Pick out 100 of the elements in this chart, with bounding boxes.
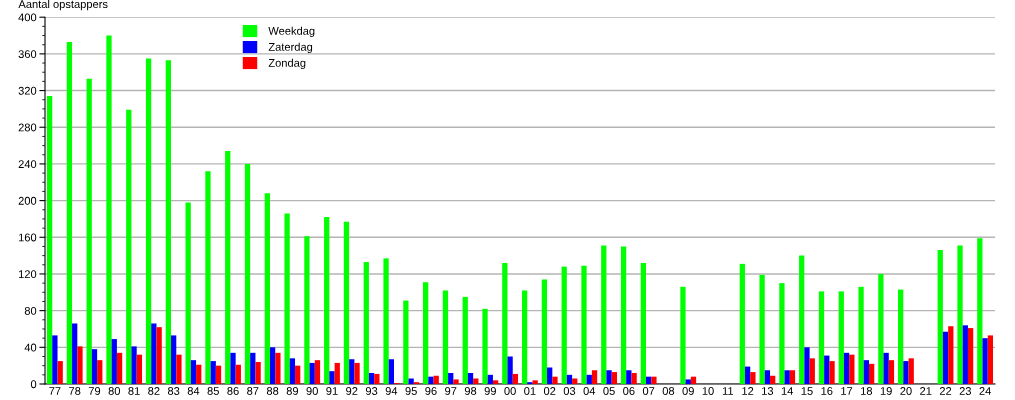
bar (521, 290, 528, 384)
bar (403, 300, 409, 384)
y-axis-title: Aantal opstappers (18, 0, 108, 11)
x-tick-label: 87 (247, 387, 259, 395)
bar (948, 326, 954, 384)
bar (97, 360, 103, 384)
bar (309, 362, 315, 384)
bar (349, 359, 355, 384)
bar (235, 364, 241, 384)
x-tick-label: 78 (69, 387, 81, 395)
bar (829, 361, 835, 384)
bar (809, 358, 815, 384)
bar (295, 365, 301, 384)
bar (824, 355, 830, 384)
bar (52, 335, 58, 384)
y-tick-label: 0 (30, 380, 37, 389)
x-tick-label: 85 (207, 387, 219, 395)
x-tick-label: 20 (900, 387, 912, 395)
bar (77, 346, 83, 384)
x-tick-label: 98 (464, 387, 477, 395)
y-tick-label: 400 (18, 13, 37, 22)
bar (151, 323, 157, 384)
bar (611, 372, 617, 384)
bar (453, 379, 459, 384)
bar (620, 246, 627, 384)
bar (383, 258, 389, 384)
bar (779, 283, 785, 384)
bar (388, 359, 394, 384)
bar (442, 290, 449, 384)
bar (433, 375, 439, 384)
x-tick-label: 23 (959, 387, 971, 395)
x-tick-label: 16 (821, 387, 833, 395)
bar (502, 262, 508, 384)
x-tick-label: 96 (425, 387, 437, 395)
x-tick-label: 99 (484, 387, 496, 395)
bar (126, 109, 132, 384)
bar (744, 366, 751, 384)
y-tick-label: 280 (18, 123, 37, 132)
bar (314, 360, 321, 384)
bar (423, 282, 429, 384)
bar (57, 361, 63, 384)
bar (690, 376, 697, 384)
bar (903, 361, 909, 384)
bar (957, 245, 963, 384)
bar (942, 331, 949, 384)
x-tick-label: 08 (662, 387, 675, 395)
bar (66, 41, 73, 384)
bar (473, 378, 479, 384)
bar (789, 370, 796, 384)
bar (883, 352, 889, 384)
bar (586, 374, 592, 384)
x-tick-label: 22 (939, 387, 952, 395)
bar (838, 291, 844, 384)
bar (289, 358, 296, 384)
bar (46, 96, 53, 384)
bar (467, 373, 474, 384)
bar (156, 327, 162, 384)
bar (601, 245, 607, 384)
bar (507, 356, 513, 384)
bar (408, 378, 414, 384)
legend-label: Zaterdag (268, 42, 313, 54)
bar (818, 291, 825, 384)
y-tick-label: 200 (18, 196, 37, 205)
x-tick-label: 91 (326, 387, 338, 395)
x-tick-label: 05 (603, 387, 615, 395)
bar (131, 346, 137, 384)
bar (799, 255, 805, 384)
y-tick-label: 360 (18, 50, 37, 59)
bar (487, 374, 493, 384)
bar (492, 380, 499, 384)
bar (374, 373, 380, 384)
bar (343, 221, 350, 384)
bar (581, 265, 587, 384)
bar (541, 279, 548, 384)
bar (750, 372, 756, 384)
bar (244, 163, 251, 384)
bar (185, 202, 191, 384)
bar (269, 347, 276, 384)
bar (962, 325, 968, 384)
bar (640, 262, 647, 384)
x-tick-label: 24 (979, 387, 991, 395)
x-tick-label: 80 (108, 387, 121, 395)
bar (368, 373, 375, 384)
bar (967, 328, 974, 384)
x-tick-label: 88 (266, 387, 279, 395)
bar (646, 376, 652, 384)
bar (606, 370, 612, 384)
bar (275, 352, 281, 384)
legend-label: Zondag (268, 58, 306, 70)
bar (428, 376, 434, 384)
y-tick-label: 240 (18, 160, 37, 169)
x-tick-label: 07 (642, 387, 655, 395)
y-tick-label: 40 (24, 343, 37, 352)
bar (685, 379, 691, 384)
y-tick-label: 160 (18, 233, 37, 242)
bar (171, 335, 177, 384)
bar (324, 217, 330, 384)
bar (86, 78, 92, 384)
bar (116, 352, 123, 384)
bar (591, 370, 598, 384)
